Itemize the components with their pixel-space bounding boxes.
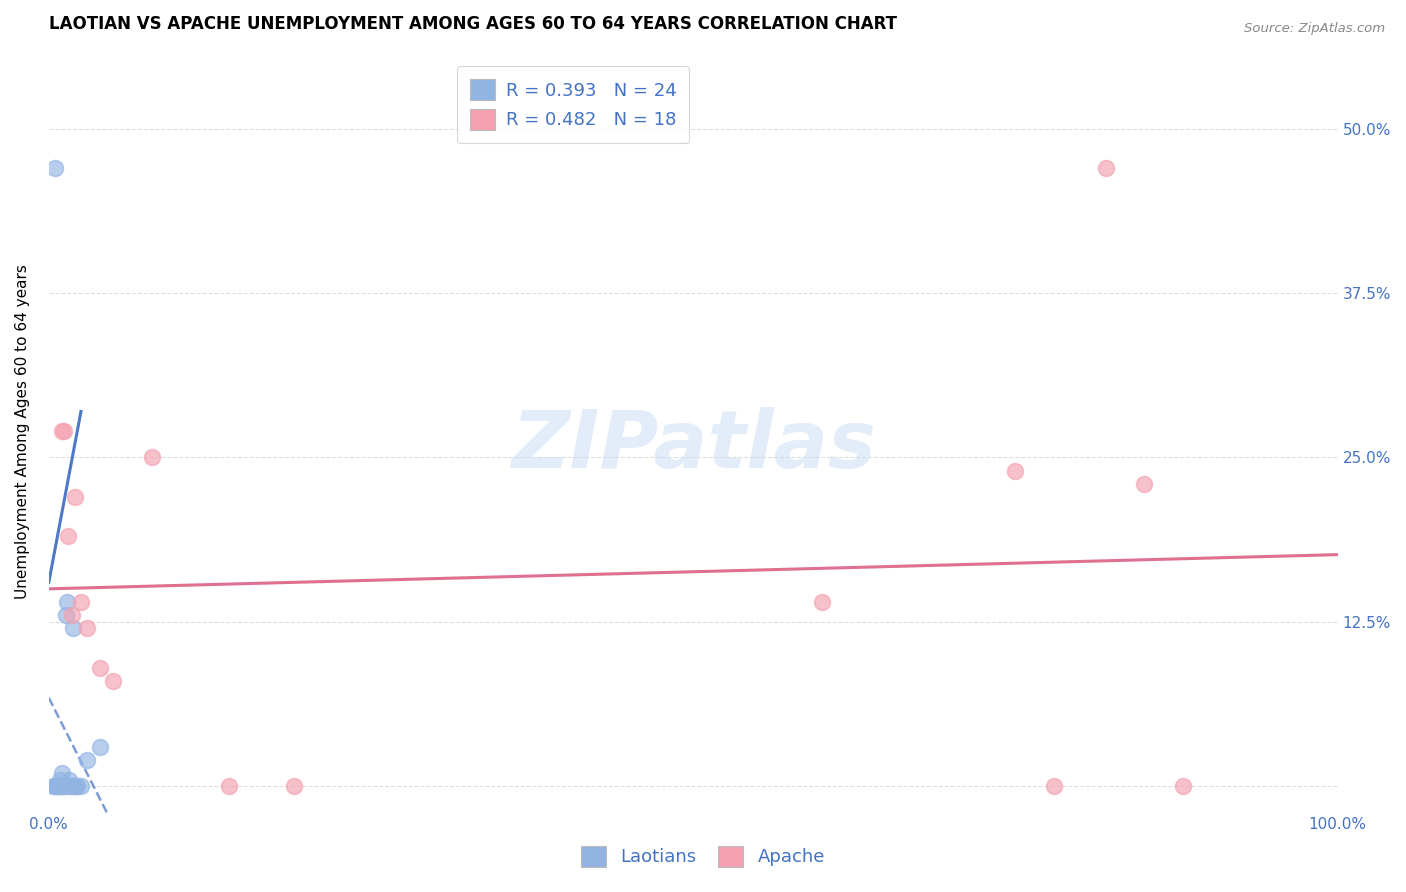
Point (49, 779, 72, 793)
Point (1094, 161, 1116, 176)
Point (103, 673, 125, 688)
Point (49, 772, 72, 787)
Point (63, 490, 86, 504)
Point (45, 779, 67, 793)
Point (65, 779, 87, 793)
Point (89, 661, 111, 675)
Text: Source: ZipAtlas.com: Source: ZipAtlas.com (1244, 22, 1385, 36)
Point (76, 753, 98, 767)
Point (53, 424, 76, 438)
Point (56, 529, 79, 543)
Point (89, 739, 111, 754)
Point (44, 161, 66, 176)
Legend: R = 0.393   N = 24, R = 0.482   N = 18: R = 0.393 N = 24, R = 0.482 N = 18 (457, 67, 689, 143)
Point (76, 622, 98, 636)
Point (55, 608, 77, 623)
Point (1171, 779, 1194, 793)
Text: ZIPatlas: ZIPatlas (510, 408, 876, 485)
Point (46, 779, 69, 793)
Point (141, 450, 163, 465)
Point (66, 779, 89, 793)
Point (51, 424, 73, 438)
Text: LAOTIAN VS APACHE UNEMPLOYMENT AMONG AGES 60 TO 64 YEARS CORRELATION CHART: LAOTIAN VS APACHE UNEMPLOYMENT AMONG AGE… (49, 15, 897, 33)
Point (56, 595, 79, 609)
Point (283, 779, 305, 793)
Point (62, 622, 84, 636)
Point (1004, 464, 1026, 478)
Point (41, 779, 63, 793)
Point (59, 779, 82, 793)
Point (70, 779, 93, 793)
Point (1133, 476, 1156, 491)
Point (1043, 779, 1066, 793)
Point (48, 779, 70, 793)
Point (60, 608, 83, 623)
Point (56, 779, 79, 793)
Point (58, 772, 80, 787)
Point (63, 779, 86, 793)
Legend: Laotians, Apache: Laotians, Apache (574, 838, 832, 874)
Y-axis label: Unemployment Among Ages 60 to 64 years: Unemployment Among Ages 60 to 64 years (15, 264, 30, 599)
Point (218, 779, 240, 793)
Point (811, 595, 834, 609)
Point (70, 595, 93, 609)
Point (60, 779, 83, 793)
Point (51, 766, 73, 780)
Point (53, 779, 76, 793)
Point (51, 779, 73, 793)
Point (44, 779, 66, 793)
